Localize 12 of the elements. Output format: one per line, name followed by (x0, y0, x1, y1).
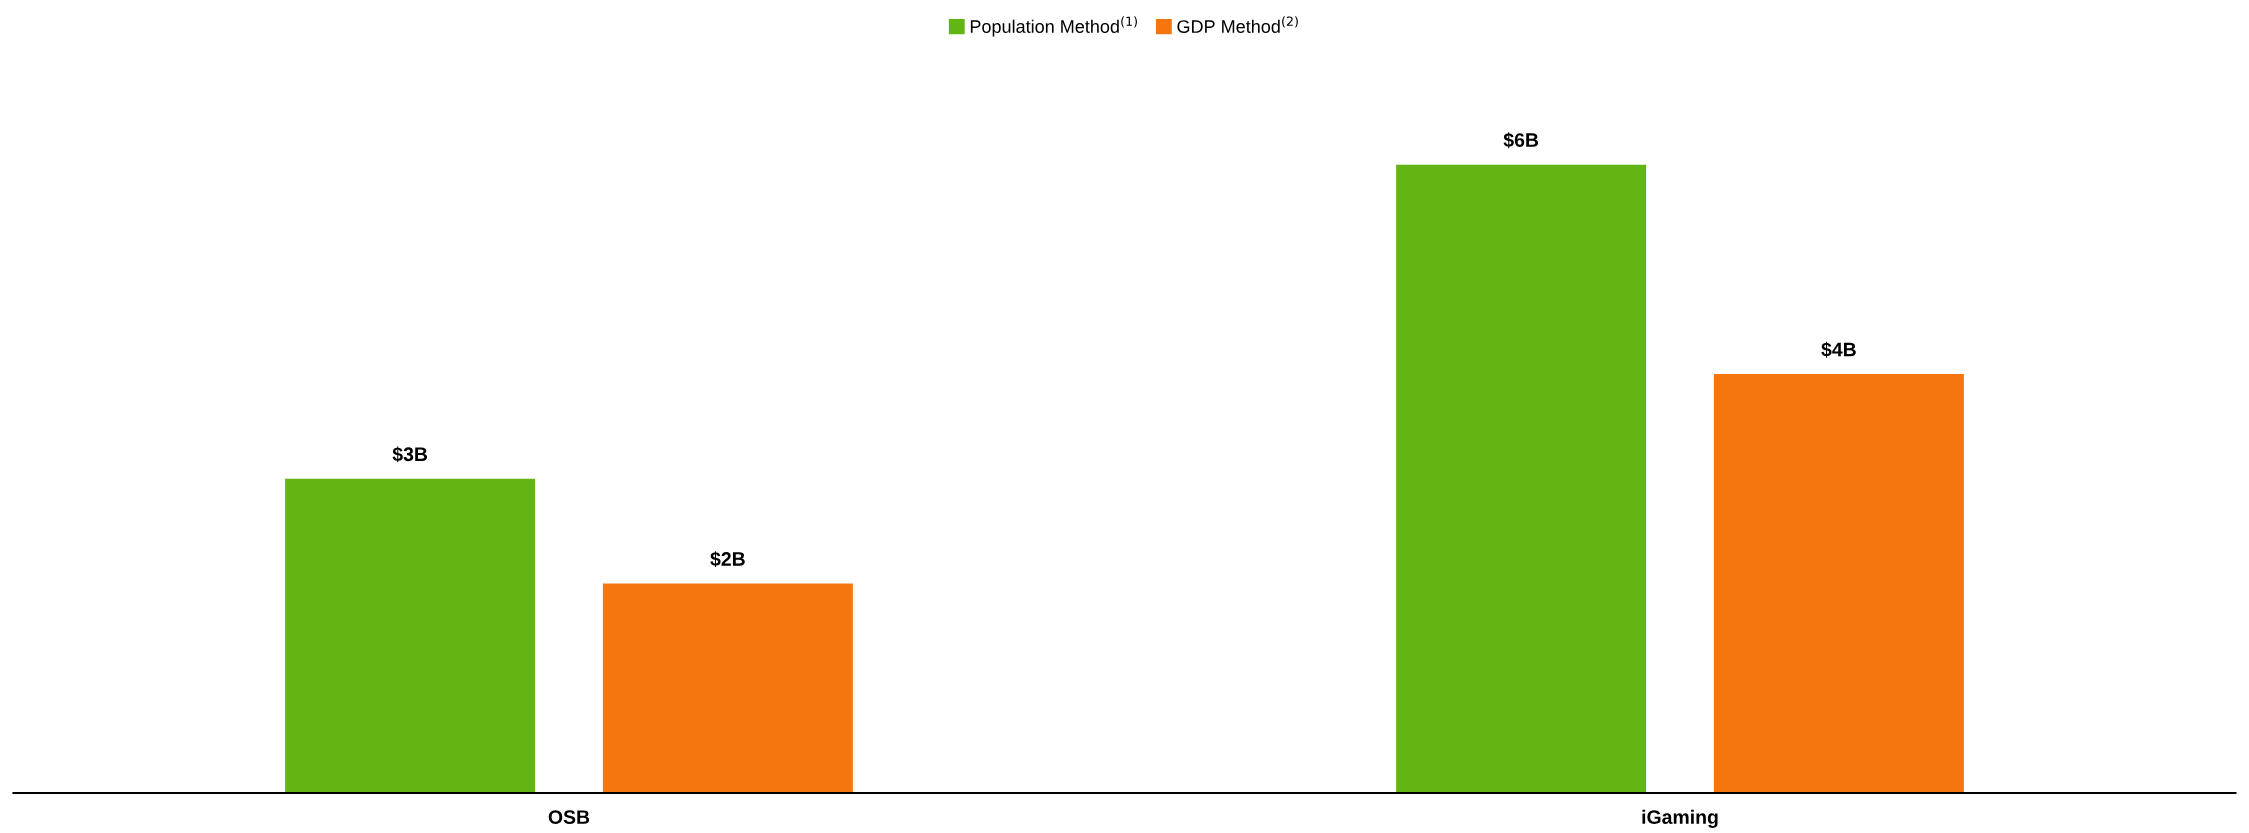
data-label: $4B (1821, 341, 1856, 358)
data-label: $6B (1503, 132, 1539, 149)
bar (602, 583, 853, 794)
x-tick-label: iGaming (1642, 809, 1718, 828)
bar (1713, 374, 1964, 794)
data-label: $3B (392, 446, 428, 463)
legend-label: GDP Method$^{(2)}$ (1177, 16, 1298, 33)
x-tick-label: OSB (548, 810, 590, 824)
data-label: $2B (710, 551, 745, 568)
bar (1396, 164, 1647, 794)
bar (285, 478, 536, 794)
legend-label: Population Method$^{(1)}$ (970, 16, 1137, 37)
